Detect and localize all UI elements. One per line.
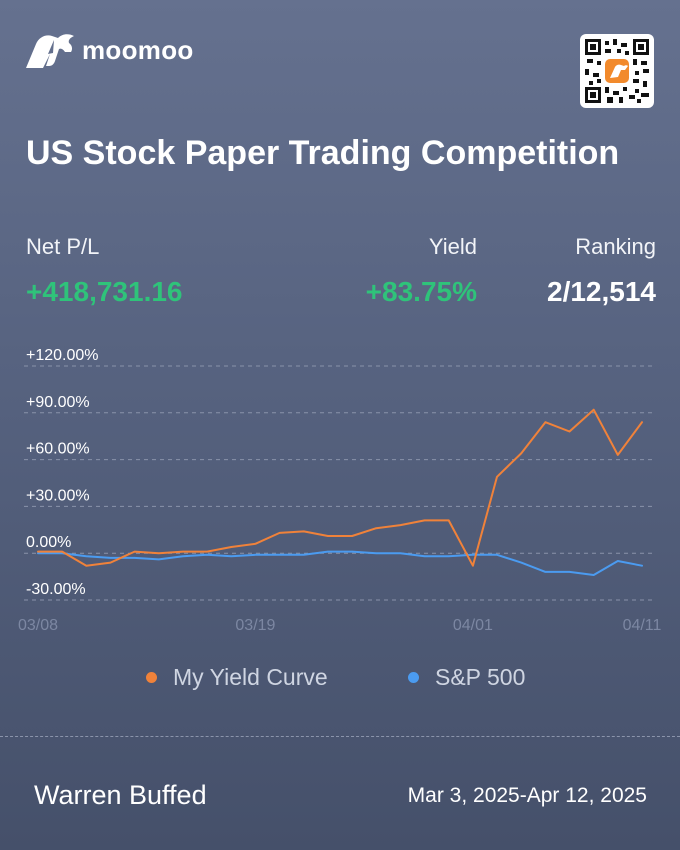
- user-name: Warren Buffed: [34, 780, 207, 810]
- x-tick-label: 04/01: [453, 617, 493, 634]
- brand-name: moomoo: [82, 34, 194, 65]
- y-tick-label: +120.00%: [26, 347, 99, 364]
- yield-chart: +120.00% +90.00% +60.00% +30.00% 0.00% -30.00…: [18, 347, 662, 634]
- x-tick-label: 04/11: [623, 617, 662, 634]
- yield-label: Yield: [428, 234, 477, 259]
- yield-value: +83.75%: [365, 276, 477, 307]
- series-line-sp500: [37, 550, 643, 576]
- ranking-value: 2/12,514: [547, 276, 656, 307]
- legend-dot-my-yield-curve: [146, 672, 157, 683]
- y-tick-label: +60.00%: [26, 441, 90, 458]
- section-divider: [0, 736, 680, 737]
- legend-label-my-yield-curve: My Yield Curve: [173, 664, 328, 690]
- y-tick-label: 0.00%: [26, 534, 71, 551]
- page-title: US Stock Paper Trading Competition: [26, 134, 620, 172]
- legend-dot-sp500: [408, 672, 419, 683]
- ranking-label: Ranking: [575, 234, 656, 259]
- x-tick-label: 03/19: [235, 617, 275, 634]
- net-pl-label: Net P/L: [26, 234, 100, 259]
- chart-legend: My Yield Curve S&P 500: [0, 664, 680, 694]
- legend-label-sp500: S&P 500: [435, 664, 526, 690]
- y-tick-label: -30.00%: [26, 581, 86, 598]
- legend-item-sp500: S&P 500: [408, 664, 525, 691]
- x-tick-label: 03/08: [18, 617, 58, 634]
- bull-icon: [26, 34, 74, 68]
- y-tick-label: +90.00%: [26, 394, 90, 411]
- qr-code[interactable]: [580, 34, 654, 108]
- series-line-my-yield-curve: [37, 408, 643, 567]
- qr-code-icon: [585, 39, 649, 103]
- net-pl-value: +418,731.16: [26, 276, 183, 307]
- competition-period: Mar 3, 2025-Apr 12, 2025: [407, 784, 647, 807]
- legend-item-my-yield-curve: My Yield Curve: [146, 664, 328, 691]
- y-tick-label: +30.00%: [26, 487, 90, 504]
- brand: moomoo: [24, 30, 194, 70]
